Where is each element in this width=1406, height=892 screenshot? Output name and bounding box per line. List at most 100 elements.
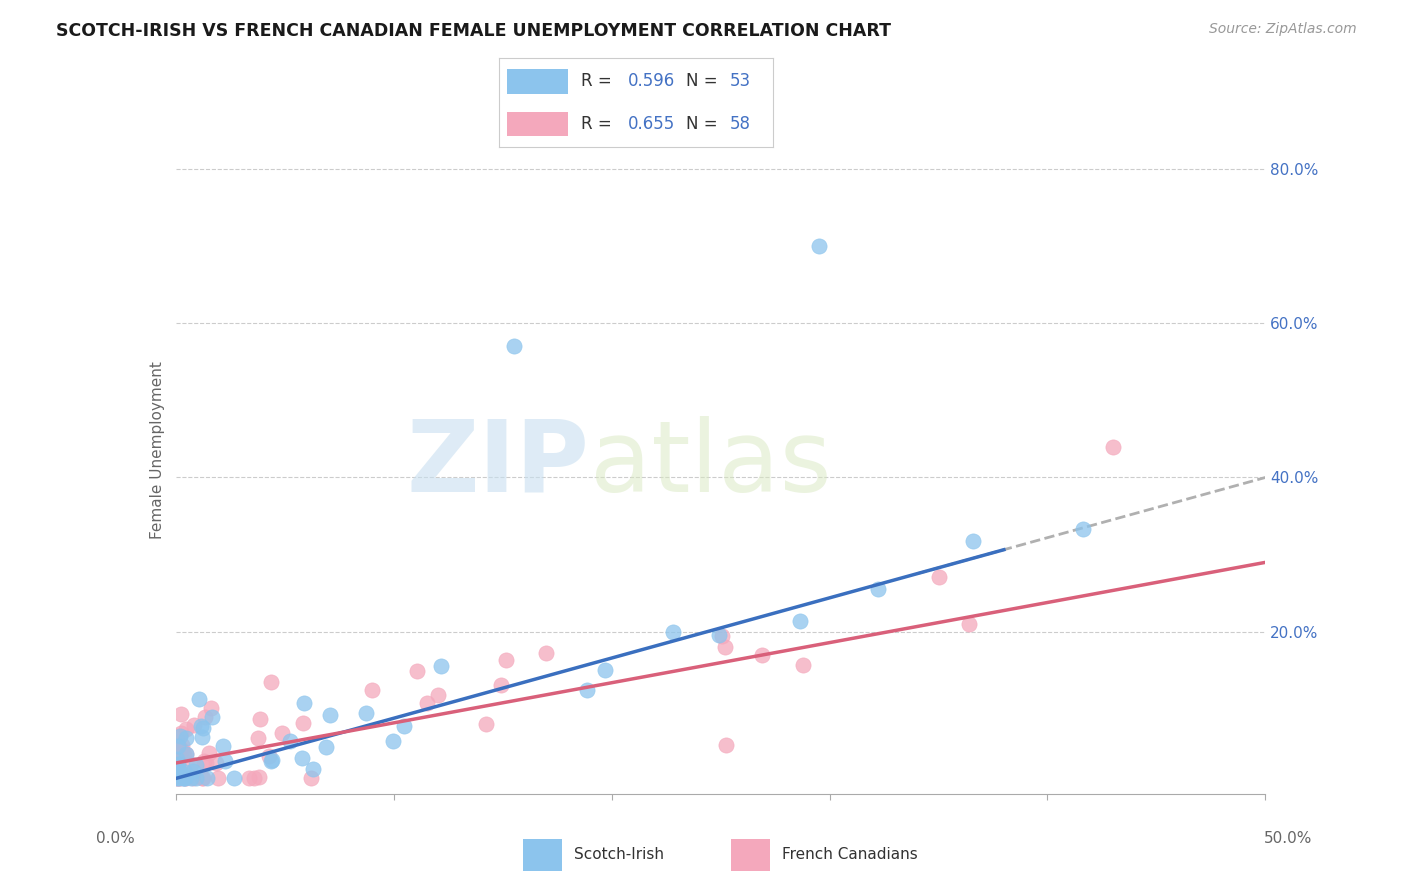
Point [169, 772, 191, 786]
Point [166, 772, 188, 786]
Point [194, 709, 217, 723]
Point [170, 726, 193, 740]
Point [186, 772, 208, 786]
Point [172, 770, 194, 784]
Point [173, 770, 195, 784]
Point [201, 709, 224, 723]
Point [475, 717, 498, 731]
Point [205, 756, 228, 770]
Text: 53: 53 [730, 72, 751, 90]
Point [183, 718, 205, 732]
Point [257, 749, 280, 764]
FancyBboxPatch shape [508, 112, 568, 136]
Point [200, 701, 222, 715]
Point [197, 746, 219, 760]
Point [167, 772, 190, 786]
Point [186, 757, 208, 772]
Point [174, 765, 197, 780]
Point [292, 696, 315, 710]
FancyBboxPatch shape [731, 839, 770, 871]
Text: Scotch-Irish: Scotch-Irish [574, 847, 664, 862]
Point [173, 748, 195, 763]
Point [181, 764, 204, 778]
Text: SCOTCH-IRISH VS FRENCH CANADIAN FEMALE UNEMPLOYMENT CORRELATION CHART: SCOTCH-IRISH VS FRENCH CANADIAN FEMALE U… [56, 22, 891, 40]
Point [176, 731, 198, 746]
Point [166, 729, 188, 743]
Point [214, 754, 236, 768]
Point [928, 570, 950, 584]
Point [174, 747, 197, 761]
Point [427, 688, 450, 702]
Point [191, 772, 214, 786]
FancyBboxPatch shape [508, 69, 568, 94]
Text: R =: R = [582, 72, 617, 90]
Point [170, 765, 193, 780]
Point [789, 614, 811, 628]
Point [212, 739, 235, 754]
Point [416, 696, 439, 710]
Text: atlas: atlas [591, 416, 831, 513]
Point [167, 739, 190, 754]
Point [190, 730, 212, 744]
Text: 0.596: 0.596 [628, 72, 675, 90]
Point [502, 339, 524, 353]
Text: ZIP: ZIP [406, 416, 591, 513]
Point [174, 722, 197, 736]
Point [173, 772, 195, 786]
Point [172, 745, 194, 759]
Point [169, 729, 191, 743]
FancyBboxPatch shape [523, 839, 562, 871]
Point [169, 744, 191, 758]
Point [173, 772, 195, 786]
Point [191, 772, 214, 786]
Point [166, 772, 188, 786]
Point [193, 721, 215, 735]
Text: 58: 58 [730, 115, 751, 133]
Point [1071, 522, 1094, 536]
Point [167, 739, 190, 753]
Point [260, 754, 283, 768]
Point [957, 616, 980, 631]
Point [709, 628, 731, 642]
Point [207, 772, 229, 786]
Point [489, 678, 512, 692]
Text: Source: ZipAtlas.com: Source: ZipAtlas.com [1209, 22, 1357, 37]
Point [381, 734, 404, 748]
Point [166, 752, 188, 766]
Point [195, 756, 218, 770]
Point [962, 533, 984, 548]
Point [354, 706, 377, 721]
Point [165, 743, 187, 757]
Point [315, 740, 337, 755]
Point [710, 629, 733, 643]
Point [195, 772, 218, 786]
Point [166, 764, 188, 778]
Point [166, 757, 188, 772]
Point [406, 664, 429, 678]
Point [1102, 440, 1125, 454]
Point [238, 772, 260, 786]
Point [190, 719, 212, 733]
Point [183, 772, 205, 786]
Point [249, 712, 271, 726]
Text: R =: R = [582, 115, 617, 133]
Point [166, 772, 188, 786]
Point [224, 772, 246, 786]
Point [392, 719, 415, 733]
Point [176, 772, 198, 786]
Point [172, 770, 194, 784]
Point [593, 664, 616, 678]
Text: N =: N = [686, 115, 723, 133]
Point [302, 763, 325, 777]
Point [165, 758, 187, 772]
Point [170, 738, 193, 752]
Point [291, 751, 314, 765]
Point [576, 682, 599, 697]
Point [170, 706, 193, 721]
Text: 0.655: 0.655 [628, 115, 675, 133]
Point [193, 754, 215, 768]
Point [247, 770, 270, 784]
Point [866, 582, 889, 596]
Text: 50.0%: 50.0% [1264, 831, 1312, 846]
Point [167, 756, 190, 771]
